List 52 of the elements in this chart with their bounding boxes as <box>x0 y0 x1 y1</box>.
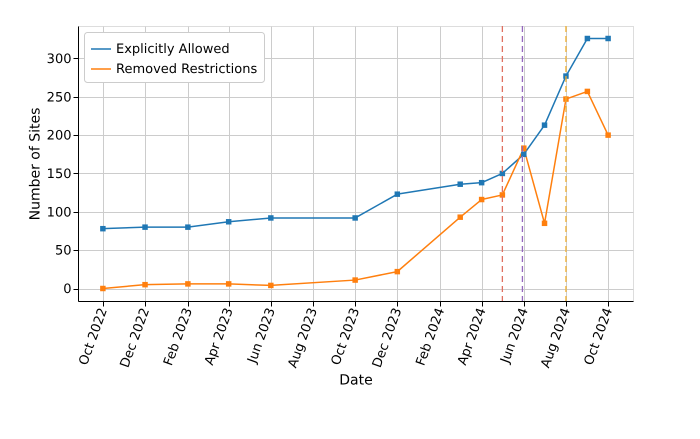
point <box>142 224 148 230</box>
x-tick-label: Dec 2022 <box>118 306 154 370</box>
y-tick-label: 0 <box>63 282 72 297</box>
point <box>542 122 548 128</box>
point <box>521 152 527 158</box>
point <box>352 215 358 221</box>
x-tick-label: Apr 2024 <box>455 306 490 368</box>
point <box>584 36 590 42</box>
x-tick-label: Jun 2024 <box>498 306 532 366</box>
point <box>394 268 400 274</box>
y-tick-label: 100 <box>46 205 72 220</box>
point <box>478 180 484 186</box>
x-tick-label: Aug 2023 <box>286 306 322 370</box>
x-tick-label: Dec 2023 <box>370 306 406 370</box>
point <box>268 215 274 221</box>
point <box>394 191 400 197</box>
point <box>226 281 232 287</box>
point <box>100 286 106 292</box>
point <box>584 88 590 94</box>
point <box>185 281 191 287</box>
x-tick-label: Feb 2023 <box>161 306 196 368</box>
point <box>185 224 191 230</box>
x-tick-label: Oct 2023 <box>328 306 364 368</box>
x-tick-label: Oct 2022 <box>76 306 111 368</box>
point <box>268 282 274 288</box>
y-axis-title: Number of Sites <box>28 108 44 220</box>
y-tick-label: 150 <box>46 166 72 182</box>
point <box>100 226 106 232</box>
x-tick-label: Feb 2024 <box>413 306 448 368</box>
point <box>563 73 569 79</box>
legend-label: Explicitly Allowed <box>116 42 230 57</box>
point <box>457 181 463 187</box>
y-tick-label: 50 <box>54 244 72 259</box>
point <box>142 282 148 288</box>
point <box>478 196 484 202</box>
point <box>542 220 548 226</box>
point <box>500 170 506 176</box>
y-tick-label: 300 <box>46 52 72 67</box>
x-tick-label: Oct 2024 <box>582 306 616 368</box>
y-tick-label: 200 <box>46 128 72 144</box>
point <box>605 36 611 42</box>
point <box>352 277 358 283</box>
x-tick-label: Apr 2023 <box>202 306 237 368</box>
y-tick-label: 250 <box>46 90 72 106</box>
point <box>457 214 463 220</box>
x-tick-label: Aug 2024 <box>538 306 574 370</box>
x-axis-title: Date <box>339 372 373 389</box>
point <box>226 219 232 225</box>
point <box>500 192 506 198</box>
point <box>605 132 611 138</box>
x-tick-label: Jun 2023 <box>244 306 279 366</box>
legend-label: Removed Restrictions <box>116 62 258 77</box>
